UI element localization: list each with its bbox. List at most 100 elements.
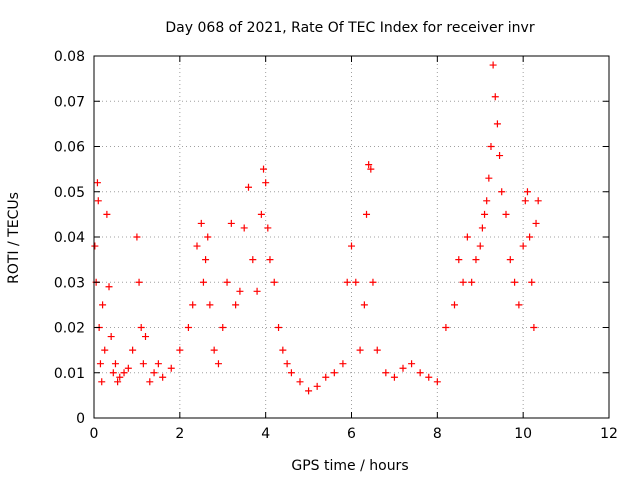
data-point	[206, 301, 214, 309]
y-tick-label: 0.08	[54, 49, 85, 65]
data-point	[476, 242, 484, 250]
ticks-layer: 0 2 4 6 8 10 12 0 0.01 0.02 0.03 0.04 0.05 0.06 0.07 0.…	[54, 49, 618, 442]
data-point	[367, 165, 375, 173]
data-point	[502, 210, 510, 218]
x-tick-label: 12	[600, 426, 618, 442]
data-point	[105, 283, 113, 291]
data-point	[515, 301, 523, 309]
data-point	[236, 287, 244, 295]
data-point	[91, 242, 99, 250]
data-point	[99, 301, 107, 309]
data-point	[253, 287, 261, 295]
x-axis-title: GPS time / hours	[291, 458, 408, 474]
data-point	[101, 346, 109, 354]
y-tick-label: 0	[76, 411, 85, 427]
data-point	[382, 369, 390, 377]
data-point	[534, 197, 542, 205]
data-point	[390, 373, 398, 381]
data-point	[433, 378, 441, 386]
y-axis-title: ROTI / TECUs	[6, 192, 22, 284]
data-point	[262, 179, 270, 187]
data-point	[139, 360, 147, 368]
data-point	[142, 333, 149, 341]
data-point	[360, 301, 368, 309]
x-tick-label: 0	[90, 426, 99, 442]
data-point	[275, 324, 283, 331]
y-tick-label: 0.03	[54, 275, 85, 291]
data-point	[532, 219, 540, 227]
data-point	[146, 378, 154, 386]
y-tick-label: 0.06	[54, 140, 85, 156]
data-point	[135, 278, 143, 286]
data-point	[129, 346, 137, 354]
data-point	[94, 197, 102, 205]
data-point	[343, 278, 351, 286]
data-point	[425, 373, 433, 381]
data-point	[232, 301, 240, 309]
y-tick-label: 0.01	[54, 366, 85, 382]
data-point	[399, 364, 407, 372]
chart-title: Day 068 of 2021, Rate Of TEC Index for r…	[165, 20, 534, 36]
data-point	[369, 278, 377, 286]
y-tick-label: 0.07	[54, 94, 85, 110]
data-point	[199, 278, 207, 286]
data-point	[202, 256, 210, 264]
data-point	[463, 233, 471, 241]
data-point	[193, 242, 201, 250]
data-point	[296, 378, 304, 386]
data-point	[219, 324, 227, 331]
data-point	[489, 61, 497, 69]
data-point	[455, 256, 463, 264]
data-point	[530, 324, 538, 331]
data-point	[356, 346, 364, 354]
data-point	[305, 387, 313, 395]
x-tick-label: 8	[433, 426, 442, 442]
data-point	[322, 373, 330, 381]
data-point	[506, 256, 514, 264]
data-point	[257, 210, 265, 218]
y-tick-label: 0.05	[54, 185, 85, 201]
data-point	[114, 378, 122, 386]
y-tick-label: 0.02	[54, 321, 85, 337]
data-point	[96, 360, 104, 368]
data-point	[526, 233, 534, 241]
data-point	[240, 224, 248, 232]
data-point	[352, 278, 360, 286]
x-tick-label: 2	[175, 426, 184, 442]
grid-layer	[94, 56, 609, 418]
data-point	[339, 360, 347, 368]
data-point	[260, 165, 268, 173]
data-point	[496, 152, 504, 160]
data-point	[270, 278, 278, 286]
data-point	[264, 224, 272, 232]
data-point	[154, 360, 162, 368]
data-point	[283, 360, 291, 368]
data-point	[107, 333, 115, 341]
data-point	[373, 346, 381, 354]
data-point	[498, 188, 506, 196]
data-point	[363, 210, 371, 218]
data-point	[266, 256, 274, 264]
data-point	[493, 120, 501, 128]
data-point	[93, 179, 101, 187]
data-point	[528, 278, 536, 286]
data-point	[459, 278, 467, 286]
data-point	[451, 301, 458, 309]
data-point	[249, 256, 257, 264]
data-point	[214, 360, 222, 368]
data-point	[184, 324, 192, 331]
data-point	[204, 233, 212, 241]
data-point	[521, 197, 529, 205]
data-point	[176, 346, 184, 354]
points-layer	[91, 61, 542, 395]
x-tick-label: 4	[261, 426, 270, 442]
data-point	[124, 364, 132, 372]
data-point	[197, 219, 205, 227]
data-point	[150, 369, 158, 377]
data-point	[468, 278, 476, 286]
data-point	[159, 373, 167, 381]
data-point	[487, 143, 495, 150]
data-point	[313, 382, 321, 390]
